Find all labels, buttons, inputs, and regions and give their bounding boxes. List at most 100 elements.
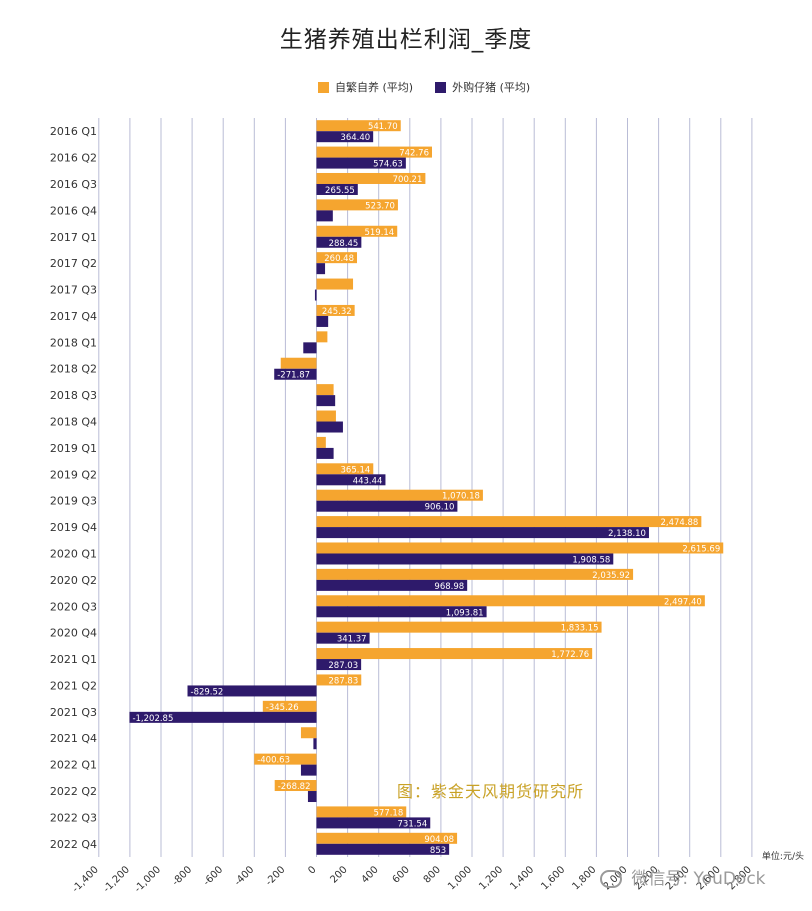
legend-item-self-breeding[interactable]: 自繁自养 (平均) — [318, 79, 413, 95]
x-tick-label: 800 — [422, 864, 443, 885]
data-label: 742.76 — [399, 149, 429, 159]
bar — [316, 131, 374, 143]
bar — [316, 579, 468, 591]
bar — [316, 568, 634, 580]
bar — [316, 817, 431, 829]
category-label: 2022 Q2 — [50, 785, 97, 798]
bar — [316, 315, 329, 327]
bar — [316, 832, 458, 844]
data-label: -1,202.85 — [132, 714, 173, 724]
data-label: 700.21 — [393, 175, 423, 185]
bar — [316, 632, 370, 644]
category-label: 2020 Q4 — [50, 627, 97, 640]
category-label: 2016 Q1 — [50, 125, 97, 138]
data-label: -829.52 — [191, 687, 224, 697]
x-tick-label: 0 — [306, 864, 318, 876]
data-label: 245.32 — [322, 307, 352, 317]
bar — [274, 368, 317, 380]
bar — [316, 436, 326, 448]
category-label: 2017 Q1 — [50, 231, 97, 244]
x-tick-label: 1,000 — [446, 864, 474, 892]
data-label: 1,093.81 — [446, 608, 484, 618]
category-label: 2019 Q2 — [50, 468, 97, 481]
x-tick-label: 200 — [328, 864, 349, 885]
bar — [316, 648, 593, 660]
bar — [316, 183, 358, 195]
category-label: 2019 Q4 — [50, 521, 97, 534]
bar — [262, 700, 317, 712]
category-label: 2020 Q1 — [50, 547, 97, 560]
bar — [316, 395, 336, 407]
data-label: -400.63 — [257, 756, 290, 766]
bar — [187, 685, 317, 697]
watermark: 微信号: YouDock — [600, 864, 766, 889]
bar — [129, 711, 317, 723]
bar — [316, 252, 358, 264]
bar — [314, 289, 317, 301]
category-label: 2016 Q4 — [50, 204, 97, 217]
x-tick-label: 1,800 — [570, 864, 598, 892]
data-label: 577.18 — [374, 808, 404, 818]
bar — [316, 500, 458, 512]
category-label: 2022 Q3 — [50, 811, 97, 824]
legend-item-purchased-piglets[interactable]: 外购仔猪 (平均) — [435, 79, 530, 95]
data-label: -271.87 — [277, 371, 310, 381]
x-tick-label: -1,200 — [101, 864, 132, 895]
category-label: 2021 Q3 — [50, 706, 97, 719]
bar — [316, 172, 426, 184]
data-label: 364.40 — [340, 133, 370, 143]
bar — [316, 146, 432, 158]
bar — [316, 489, 483, 501]
bar — [316, 421, 343, 433]
bar — [316, 225, 398, 237]
category-label: 2018 Q1 — [50, 336, 97, 349]
category-label: 2017 Q2 — [50, 257, 97, 270]
bar — [316, 674, 362, 686]
category-label: 2018 Q3 — [50, 389, 97, 402]
wechat-icon — [600, 870, 622, 888]
bar — [254, 753, 317, 765]
bar — [316, 474, 386, 486]
bar — [316, 263, 326, 275]
bar — [316, 199, 398, 211]
watermark-text: 微信号: YouDock — [631, 869, 766, 889]
x-tick-label: 1,600 — [539, 864, 567, 892]
bar — [300, 764, 317, 776]
category-label: 2018 Q2 — [50, 363, 97, 376]
category-label: 2018 Q4 — [50, 416, 97, 429]
bar — [316, 236, 362, 248]
x-tick-label: 400 — [360, 864, 381, 885]
data-label: 519.14 — [364, 228, 394, 238]
bar — [307, 791, 317, 803]
data-label: 2,138.10 — [608, 529, 646, 539]
category-label: 2021 Q4 — [50, 732, 97, 745]
category-label: 2022 Q4 — [50, 838, 97, 851]
data-label: 968.98 — [434, 582, 464, 592]
bar — [316, 463, 374, 475]
bar — [316, 527, 649, 539]
x-tick-label: -200 — [264, 864, 288, 888]
x-tick-label: -1,000 — [133, 864, 164, 895]
bar — [316, 553, 614, 565]
data-label: 287.83 — [329, 676, 359, 686]
x-tick-label: -600 — [201, 864, 225, 888]
category-label: 2020 Q3 — [50, 600, 97, 613]
x-tick-label: 1,200 — [477, 864, 505, 892]
bar — [316, 806, 407, 818]
bar — [316, 542, 724, 554]
category-label: 2017 Q3 — [50, 284, 97, 297]
x-tick-label: -800 — [170, 864, 194, 888]
category-label: 2016 Q2 — [50, 152, 97, 165]
category-label: 2022 Q1 — [50, 759, 97, 772]
bar — [316, 843, 450, 855]
category-label: 2019 Q1 — [50, 442, 97, 455]
data-label: 731.54 — [398, 819, 428, 829]
data-label: 2,615.69 — [682, 544, 720, 554]
data-label: 2,474.88 — [660, 518, 698, 528]
data-label: 2,497.40 — [664, 597, 702, 607]
bar — [316, 447, 334, 459]
category-label: 2019 Q3 — [50, 495, 97, 508]
data-label: 574.63 — [373, 160, 403, 170]
data-label: -268.82 — [278, 782, 311, 792]
